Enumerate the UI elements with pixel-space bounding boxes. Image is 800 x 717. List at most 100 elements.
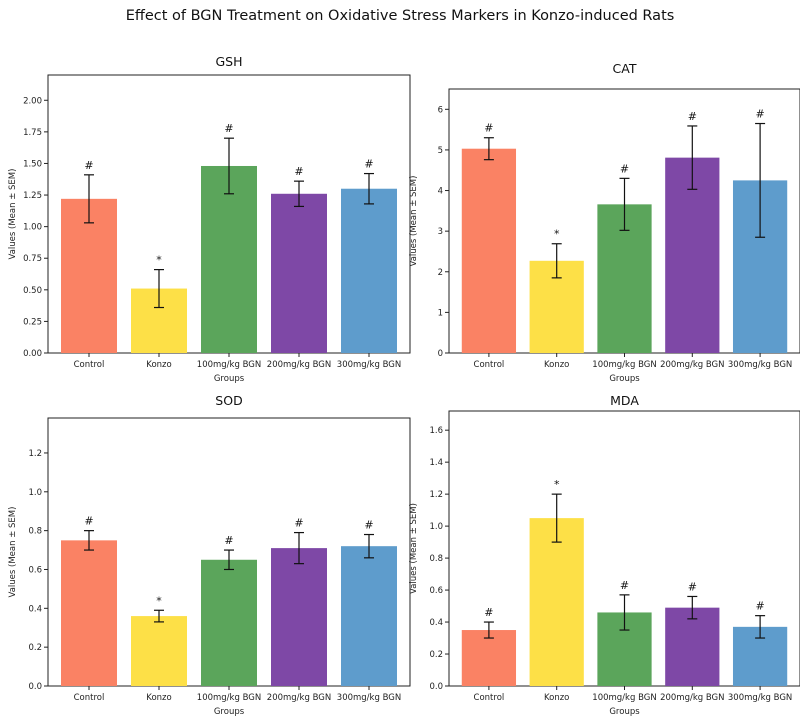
ytick-label-mda: 0.8 [429,554,443,564]
significance-mark-cat-0: # [484,122,493,135]
ytick-label-gsh: 0.25 [23,317,42,327]
ylabel-sod: Values (Mean ± SEM) [8,507,18,598]
xtick-label-gsh: Control [74,360,105,370]
xlabel-mda: Groups [609,707,640,717]
ytick-label-sod: 1.0 [28,488,42,498]
panel-title-gsh: GSH [215,54,242,69]
bar-mda-0 [461,630,517,686]
xtick-label-mda: 200mg/kg BGN [660,693,724,703]
panel-title-mda: MDA [610,393,639,408]
bar-sod-1 [131,616,187,686]
significance-mark-gsh-2: # [224,122,233,135]
xlabel-sod: Groups [214,707,245,717]
xtick-label-sod: 300mg/kg BGN [337,693,401,703]
ytick-label-gsh: 1.75 [23,128,42,138]
significance-mark-mda-0: # [484,606,493,619]
ytick-label-cat: 2 [438,268,443,278]
panel-title-sod: SOD [215,393,242,408]
ytick-label-cat: 5 [438,146,443,156]
significance-mark-mda-4: # [755,600,764,613]
significance-mark-gsh-3: # [294,165,303,178]
bar-cat-0 [461,148,517,353]
significance-mark-gsh-0: # [84,159,93,172]
significance-mark-cat-4: # [755,108,764,121]
xtick-label-gsh: 300mg/kg BGN [337,360,401,370]
xtick-label-cat: 100mg/kg BGN [592,360,656,370]
bar-mda-1 [529,518,584,686]
significance-mark-cat-3: # [688,110,697,123]
bar-sod-0 [61,540,117,686]
significance-mark-gsh-1: * [156,254,162,267]
ytick-label-cat: 6 [438,105,443,115]
ytick-label-sod: 0.2 [28,643,42,653]
xtick-label-gsh: 100mg/kg BGN [197,360,261,370]
significance-mark-mda-1: * [554,478,560,491]
ytick-label-mda: 0.2 [429,650,443,660]
bar-gsh-0 [61,198,117,353]
ytick-label-gsh: 1.25 [23,191,42,201]
significance-mark-sod-3: # [294,517,303,530]
ytick-label-mda: 1.4 [429,458,443,468]
xtick-label-cat: 300mg/kg BGN [728,360,792,370]
significance-mark-sod-1: * [156,594,162,607]
significance-mark-mda-2: # [620,579,629,592]
ytick-label-sod: 0.6 [28,565,42,575]
ylabel-gsh: Values (Mean ± SEM) [8,169,18,260]
significance-mark-cat-2: # [620,162,629,175]
significance-mark-sod-2: # [224,534,233,547]
significance-mark-gsh-4: # [364,158,373,171]
xtick-label-sod: Control [74,693,105,703]
xtick-label-sod: Konzo [146,693,171,703]
significance-mark-mda-3: # [688,580,697,593]
ytick-label-sod: 0.0 [28,682,42,692]
ytick-label-cat: 4 [438,187,443,197]
xtick-label-sod: 100mg/kg BGN [197,693,261,703]
panel-mda: MDA 0.0 0.2 0.4 0.6 0.8 1.0 1.2 1.4 1.6 Values (Me… [409,393,800,717]
ytick-label-mda: 1.6 [429,426,443,436]
ytick-label-gsh: 0.50 [23,286,42,296]
significance-mark-sod-4: # [364,519,373,532]
ytick-label-gsh: 0.00 [23,349,42,359]
bar-gsh-2 [201,165,257,353]
ytick-label-mda: 1.2 [429,490,443,500]
xtick-label-cat: 200mg/kg BGN [660,360,724,370]
ytick-label-cat: 0 [438,349,443,359]
xtick-label-mda: Control [474,693,505,703]
ytick-label-cat: 1 [438,308,443,318]
xtick-label-sod: 200mg/kg BGN [267,693,331,703]
ylabel-cat: Values (Mean ± SEM) [409,176,419,267]
bar-sod-2 [201,559,257,686]
ytick-label-mda: 0.6 [429,586,443,596]
ytick-label-sod: 0.4 [28,604,42,614]
ylabel-mda: Values (Mean ± SEM) [409,503,419,594]
panel-sod: SOD 0.0 0.2 0.4 0.6 0.8 1.0 1.2 Values (Mean ± S… [8,393,411,717]
ytick-label-mda: 1.0 [429,522,443,532]
bar-gsh-3 [271,193,327,353]
bar-mda-3 [665,607,720,686]
ytick-label-gsh: 0.75 [23,254,42,264]
panel-gsh: GSH 0.00 0.25 0.50 0.75 1.00 1.25 1.50 1.75 2.00 V… [8,54,411,384]
panel-cat: CAT 0 1 2 3 4 5 6 Values (Mean ± SEM) Groups # Cont… [409,61,800,384]
xtick-label-cat: Control [474,360,505,370]
bar-cat-3 [665,157,720,353]
xtick-label-mda: Konzo [544,693,569,703]
ytick-label-gsh: 1.50 [23,159,42,169]
ytick-label-sod: 0.8 [28,527,42,537]
xtick-label-gsh: Konzo [146,360,171,370]
significance-mark-cat-1: * [554,228,560,241]
ytick-label-cat: 3 [438,227,443,237]
bar-sod-4 [341,546,397,686]
ytick-label-mda: 0.0 [429,682,443,692]
ytick-label-mda: 0.4 [429,618,443,628]
xlabel-cat: Groups [609,374,640,384]
ytick-label-gsh: 2.00 [23,96,42,106]
bar-sod-3 [271,548,327,686]
significance-mark-sod-0: # [84,515,93,528]
bar-gsh-4 [341,188,397,353]
xtick-label-mda: 300mg/kg BGN [728,693,792,703]
xtick-label-cat: Konzo [544,360,569,370]
xtick-label-gsh: 200mg/kg BGN [267,360,331,370]
panel-title-cat: CAT [613,61,637,76]
ytick-label-sod: 1.2 [28,449,42,459]
